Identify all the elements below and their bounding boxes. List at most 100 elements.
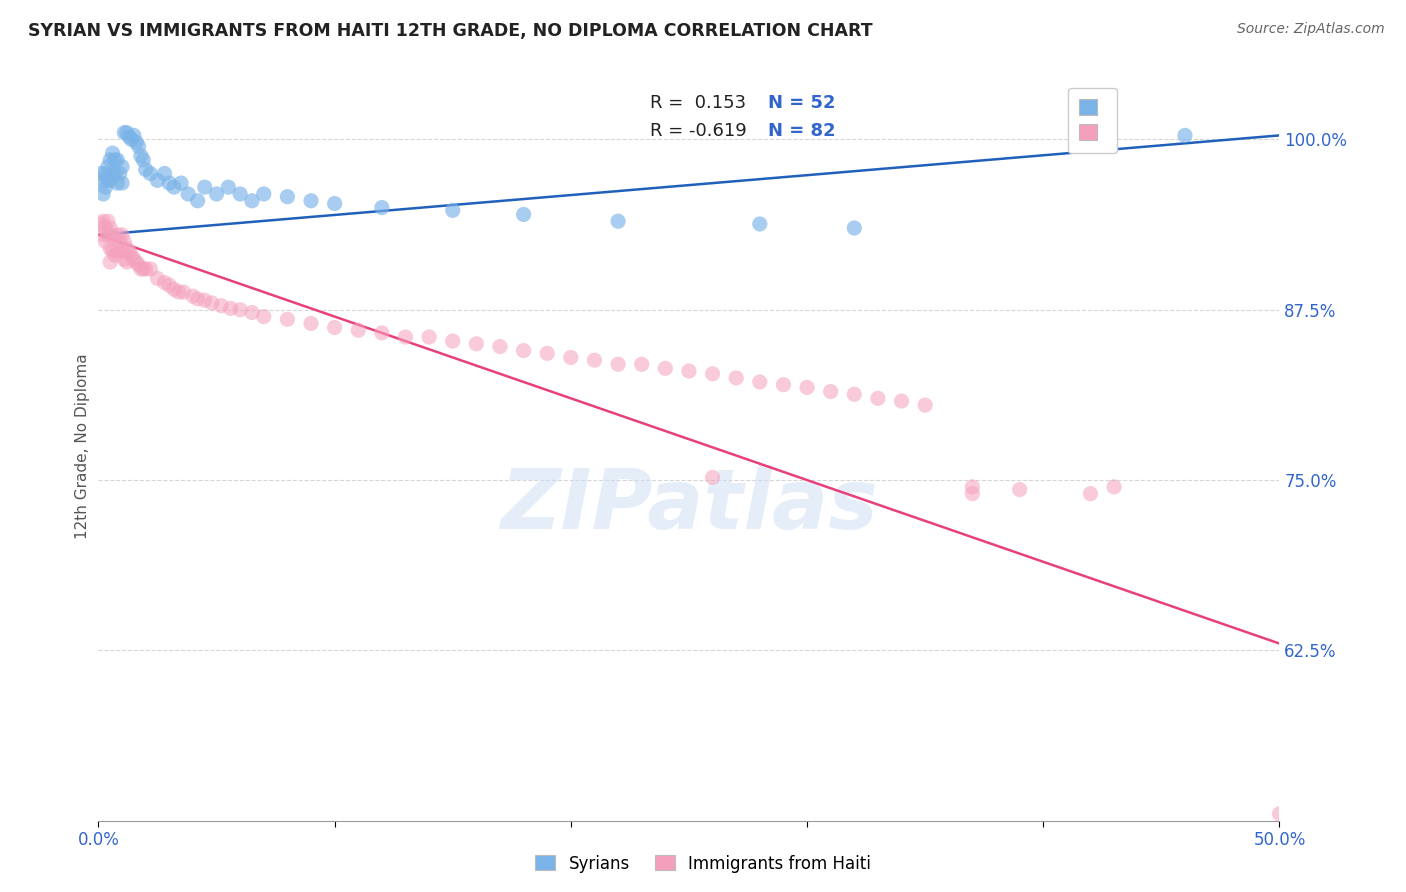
Point [129,261,152,276]
Point [844,221,866,235]
Point [772,377,794,392]
Point [170,176,193,190]
Point [135,261,157,276]
Point [108,167,131,181]
Point [299,194,322,208]
Point [91,227,114,242]
Point [128,258,150,272]
Point [489,340,512,354]
Point [323,320,346,334]
Point [163,282,186,296]
Point [536,346,558,360]
Point [101,227,124,242]
Point [1268,806,1291,821]
Point [240,194,263,208]
Point [153,167,176,181]
Point [702,470,724,484]
Point [181,289,204,303]
Point [118,129,141,144]
Point [108,235,131,249]
Point [177,186,200,201]
Point [866,392,889,406]
Point [194,180,217,194]
Point [187,194,209,208]
Point [153,276,176,290]
Point [111,227,134,242]
Point [132,153,155,167]
Point [112,235,135,249]
Point [394,330,416,344]
Point [209,299,232,313]
Point [914,398,936,412]
Point [111,244,134,259]
Point [122,252,145,267]
Point [139,167,162,181]
Point [253,310,276,324]
Text: R = -0.619: R = -0.619 [650,122,747,140]
Point [91,186,114,201]
Point [607,214,630,228]
Point [276,190,298,204]
Point [725,371,748,385]
Point [465,336,488,351]
Point [167,285,190,299]
Point [512,343,534,358]
Point [1080,486,1102,500]
Point [101,244,124,259]
Point [962,480,984,494]
Text: ZIPatlas: ZIPatlas [501,466,877,547]
Point [97,173,120,187]
Point [115,126,138,140]
Point [229,186,252,201]
Text: R =  0.153: R = 0.153 [650,94,747,112]
Point [94,180,117,194]
Point [371,201,394,215]
Point [105,176,128,190]
Point [94,221,117,235]
Point [105,227,128,242]
Point [194,293,217,308]
Point [347,323,370,337]
Point [146,173,169,187]
Point [678,364,700,378]
Point [299,317,322,331]
Point [371,326,394,340]
Point [205,186,228,201]
Point [97,214,120,228]
Y-axis label: 12th Grade, No Diploma: 12th Grade, No Diploma [75,353,90,539]
Legend: Syrians, Immigrants from Haiti: Syrians, Immigrants from Haiti [529,848,877,880]
Point [98,153,121,167]
Point [129,149,152,163]
Legend: , : , [1069,88,1116,153]
Point [98,173,121,187]
Point [1102,480,1125,494]
Point [101,167,124,181]
Point [418,330,440,344]
Point [139,261,162,276]
Point [121,132,143,146]
Point [115,242,138,256]
Point [240,305,263,319]
Point [607,357,630,371]
Point [98,255,121,269]
Point [157,176,180,190]
Point [112,252,135,267]
Point [111,176,134,190]
Point [890,394,912,409]
Point [125,135,148,149]
Point [125,255,148,269]
Point [132,261,155,276]
Point [253,186,276,201]
Point [121,248,143,262]
Point [146,271,169,285]
Point [323,196,346,211]
Point [97,227,120,242]
Point [201,296,224,310]
Point [163,180,186,194]
Point [104,230,127,244]
Point [94,167,117,181]
Point [118,244,141,259]
Point [560,351,582,365]
Point [1008,483,1031,497]
Point [104,167,127,181]
